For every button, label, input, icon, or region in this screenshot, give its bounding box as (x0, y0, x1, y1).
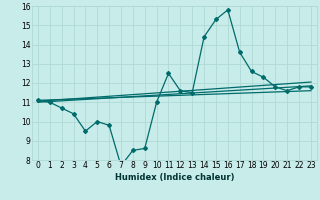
X-axis label: Humidex (Indice chaleur): Humidex (Indice chaleur) (115, 173, 234, 182)
